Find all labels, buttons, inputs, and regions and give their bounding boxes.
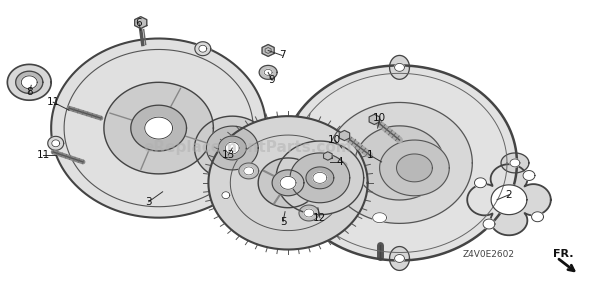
Polygon shape xyxy=(206,126,258,170)
Polygon shape xyxy=(145,117,173,139)
Polygon shape xyxy=(280,176,296,189)
Text: 13: 13 xyxy=(222,150,235,160)
Polygon shape xyxy=(395,255,405,263)
Text: 5: 5 xyxy=(280,217,286,227)
Text: 12: 12 xyxy=(313,213,326,223)
Polygon shape xyxy=(389,247,409,271)
Polygon shape xyxy=(323,152,332,160)
Polygon shape xyxy=(21,76,37,89)
Polygon shape xyxy=(208,116,368,250)
Text: 7: 7 xyxy=(278,50,286,60)
Text: eReplacementParts.com: eReplacementParts.com xyxy=(144,140,352,155)
Polygon shape xyxy=(218,188,234,202)
Polygon shape xyxy=(22,77,36,88)
Polygon shape xyxy=(218,136,246,160)
Polygon shape xyxy=(199,45,206,52)
Polygon shape xyxy=(379,140,449,196)
Polygon shape xyxy=(131,105,186,151)
Polygon shape xyxy=(7,64,51,100)
Text: 10: 10 xyxy=(328,135,342,145)
Polygon shape xyxy=(51,39,266,218)
Polygon shape xyxy=(270,153,298,173)
Polygon shape xyxy=(467,164,551,235)
Polygon shape xyxy=(510,159,520,167)
Polygon shape xyxy=(239,163,258,179)
Polygon shape xyxy=(389,55,409,79)
Polygon shape xyxy=(258,158,318,208)
Polygon shape xyxy=(104,82,214,174)
Polygon shape xyxy=(264,69,272,75)
Polygon shape xyxy=(355,126,444,200)
Polygon shape xyxy=(195,42,211,56)
Text: FR.: FR. xyxy=(553,250,573,260)
Polygon shape xyxy=(259,65,277,79)
Text: 8: 8 xyxy=(26,87,32,97)
Polygon shape xyxy=(373,213,386,223)
Polygon shape xyxy=(282,65,517,260)
Polygon shape xyxy=(483,219,495,229)
Polygon shape xyxy=(222,192,230,199)
Text: 4: 4 xyxy=(336,157,343,167)
Polygon shape xyxy=(225,142,240,154)
Text: 9: 9 xyxy=(269,75,276,85)
Polygon shape xyxy=(474,178,486,188)
Polygon shape xyxy=(195,116,270,180)
Polygon shape xyxy=(396,154,432,182)
Polygon shape xyxy=(299,205,319,221)
Text: 3: 3 xyxy=(145,197,152,207)
Text: 6: 6 xyxy=(136,18,142,28)
Polygon shape xyxy=(369,114,379,124)
Polygon shape xyxy=(327,102,473,223)
Polygon shape xyxy=(339,130,350,141)
Polygon shape xyxy=(262,45,274,56)
Text: 11: 11 xyxy=(37,150,50,160)
Polygon shape xyxy=(135,17,147,29)
Text: 10: 10 xyxy=(373,113,386,123)
Polygon shape xyxy=(523,171,535,181)
Text: Z4V0E2602: Z4V0E2602 xyxy=(463,250,515,259)
Polygon shape xyxy=(491,185,527,215)
Polygon shape xyxy=(276,141,363,215)
Polygon shape xyxy=(279,159,289,167)
Polygon shape xyxy=(395,63,405,71)
Polygon shape xyxy=(48,136,64,150)
Polygon shape xyxy=(532,212,543,222)
Polygon shape xyxy=(272,170,304,196)
Polygon shape xyxy=(290,153,350,203)
Polygon shape xyxy=(52,140,60,147)
Text: 1: 1 xyxy=(366,150,373,160)
Text: 11: 11 xyxy=(47,97,60,107)
Polygon shape xyxy=(304,209,314,217)
Polygon shape xyxy=(313,172,327,183)
Polygon shape xyxy=(16,71,43,94)
Polygon shape xyxy=(306,167,334,189)
Text: 2: 2 xyxy=(506,190,512,200)
Polygon shape xyxy=(501,153,529,173)
Polygon shape xyxy=(244,167,254,175)
